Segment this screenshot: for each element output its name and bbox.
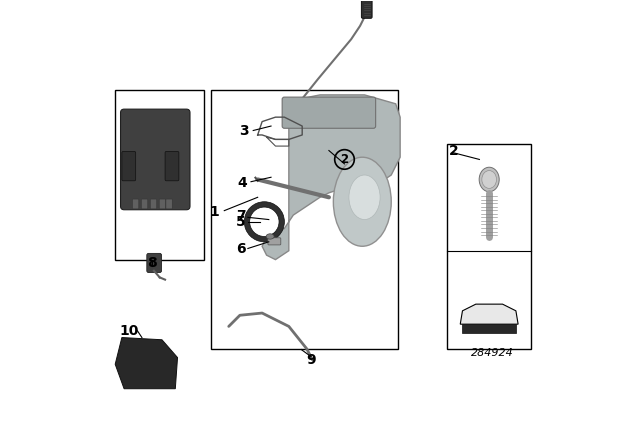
- Text: 6: 6: [236, 242, 246, 256]
- FancyBboxPatch shape: [282, 97, 376, 128]
- Polygon shape: [115, 337, 177, 389]
- Polygon shape: [262, 95, 400, 260]
- Text: 284924: 284924: [472, 348, 514, 358]
- Text: 2: 2: [449, 143, 458, 158]
- Text: 4: 4: [237, 176, 247, 190]
- Text: 2: 2: [340, 153, 349, 166]
- FancyBboxPatch shape: [141, 199, 148, 209]
- Text: 1: 1: [210, 205, 220, 219]
- Bar: [463, 324, 516, 333]
- Text: 8: 8: [147, 256, 157, 270]
- FancyBboxPatch shape: [147, 254, 161, 272]
- Text: 10: 10: [120, 324, 139, 338]
- FancyBboxPatch shape: [268, 238, 281, 245]
- FancyBboxPatch shape: [122, 151, 136, 181]
- FancyBboxPatch shape: [165, 151, 179, 181]
- Ellipse shape: [266, 234, 274, 239]
- Polygon shape: [460, 304, 518, 324]
- FancyBboxPatch shape: [132, 199, 139, 209]
- Text: 9: 9: [307, 353, 316, 367]
- Bar: [115, 90, 204, 260]
- Ellipse shape: [349, 175, 380, 220]
- Text: 3: 3: [239, 124, 249, 138]
- FancyBboxPatch shape: [120, 109, 190, 210]
- Bar: [447, 144, 531, 349]
- Text: 7: 7: [236, 209, 246, 223]
- Ellipse shape: [479, 167, 499, 192]
- Ellipse shape: [482, 171, 497, 188]
- FancyBboxPatch shape: [150, 199, 157, 209]
- Text: 5: 5: [236, 215, 246, 229]
- FancyBboxPatch shape: [159, 199, 166, 209]
- FancyBboxPatch shape: [362, 0, 372, 18]
- Ellipse shape: [333, 157, 391, 246]
- FancyBboxPatch shape: [166, 199, 172, 209]
- Bar: [211, 90, 398, 349]
